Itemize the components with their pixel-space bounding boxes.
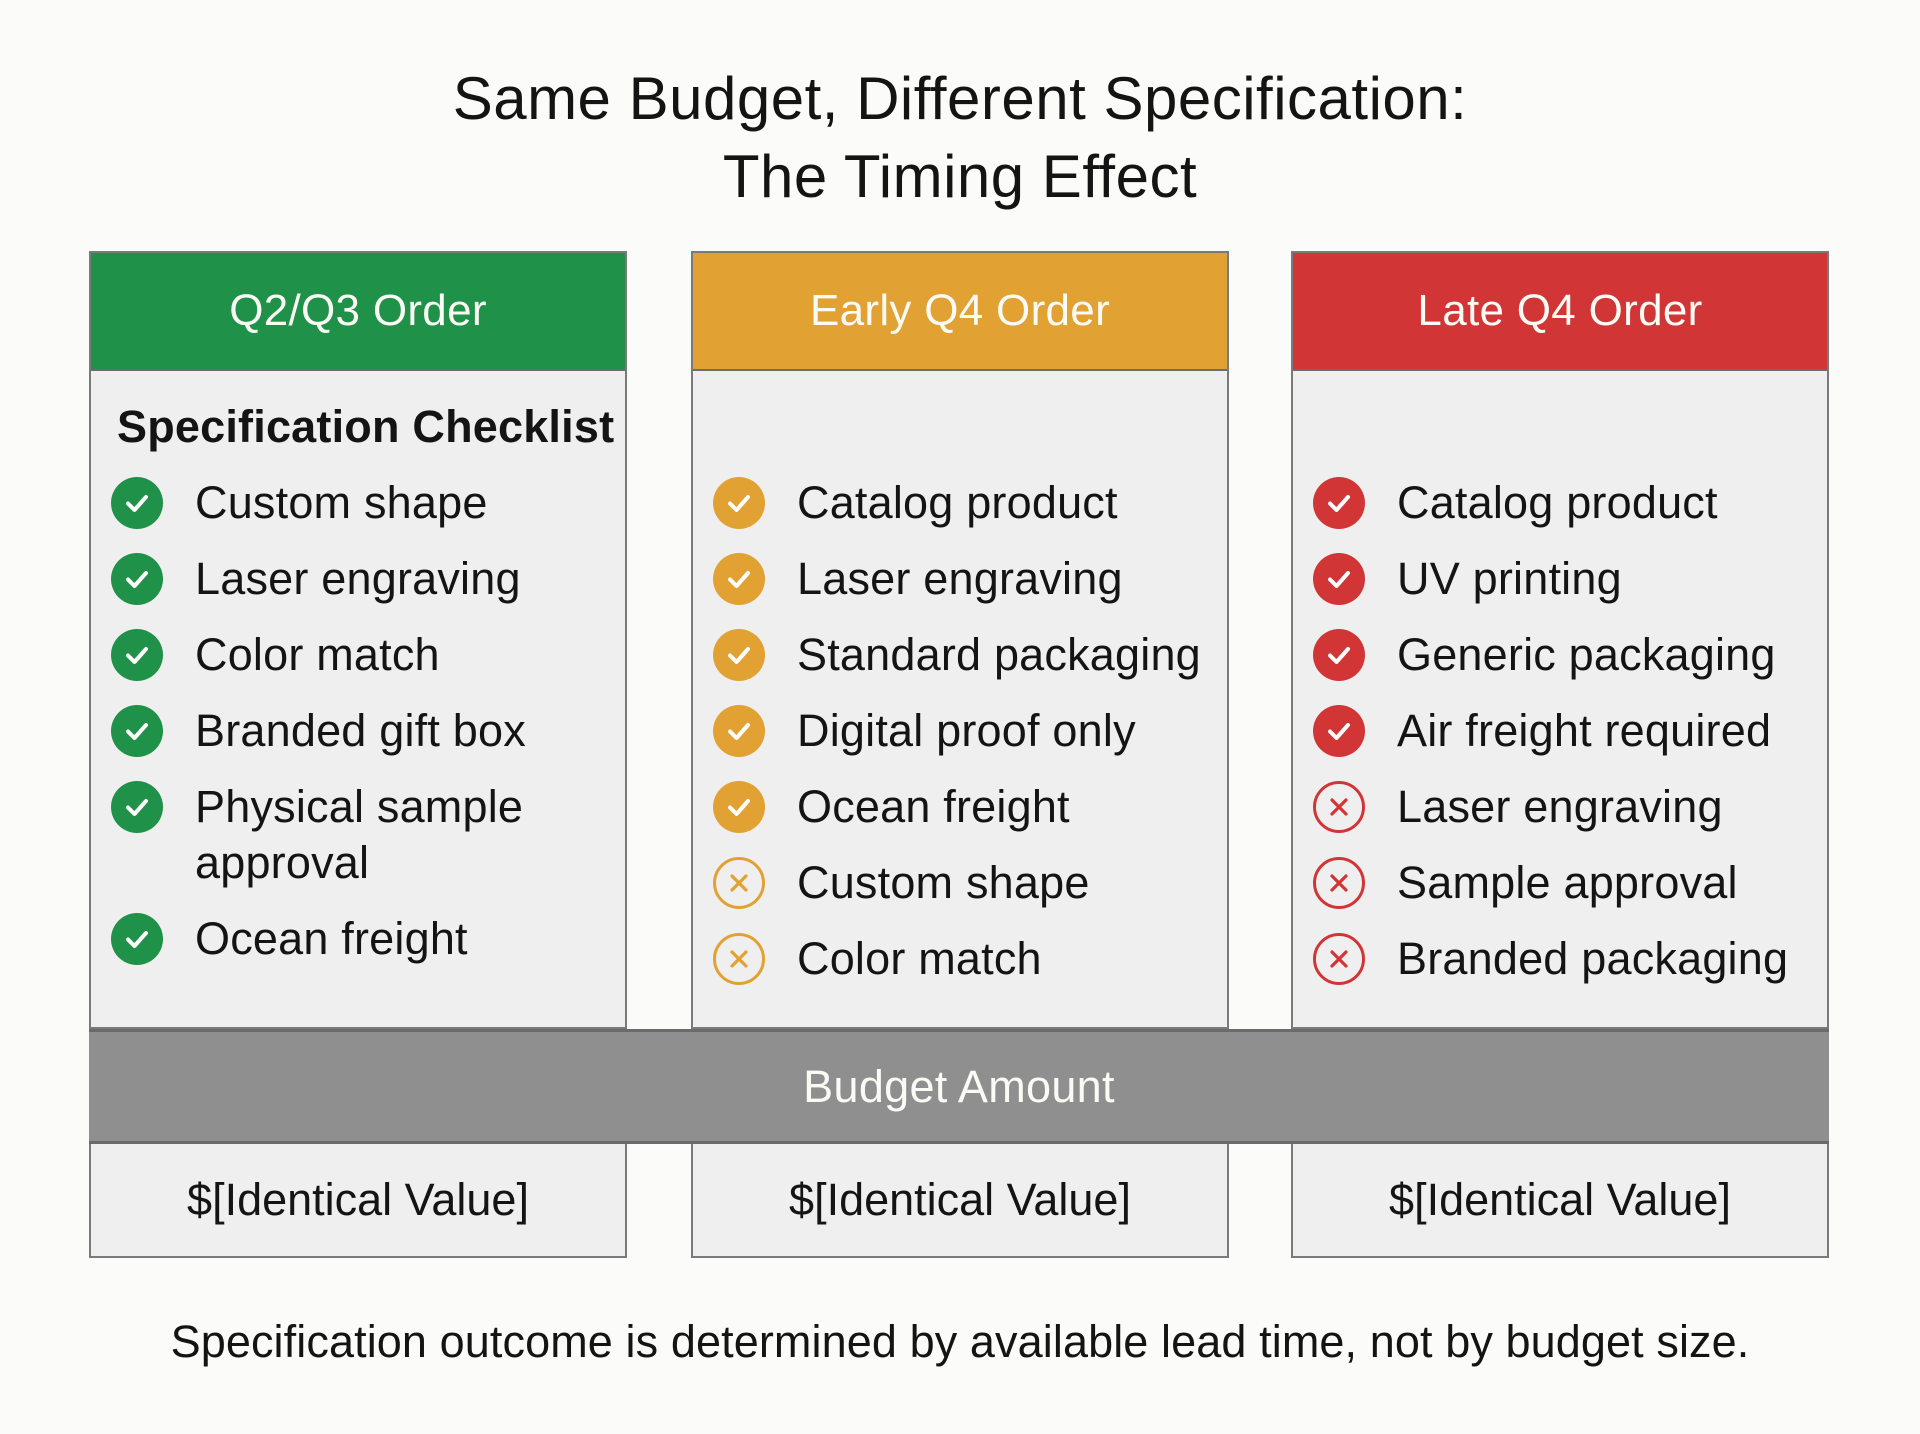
checklist-item: Color match [713,931,1217,987]
budget-amount-band: Budget Amount [89,1029,1829,1144]
checklist-item: Catalog product [1313,475,1817,531]
checklist-item: Laser engraving [111,551,615,607]
checklist-item: Physical sample approval [111,779,615,891]
checklist-item: Catalog product [713,475,1217,531]
checklist-item: Branded gift box [111,703,615,759]
checklist-item-label: Laser engraving [195,553,521,604]
checklist-item: Ocean freight [713,779,1217,835]
panel-header-early-q4: Early Q4 Order [693,253,1227,371]
check-circle-icon [713,705,765,757]
x-circle-icon [1313,857,1365,909]
panel-header-q2-q3: Q2/Q3 Order [91,253,625,371]
check-circle-icon [111,629,163,681]
check-circle-icon [713,629,765,681]
checklist-item-label: Color match [195,629,440,680]
checklist-item-label: Branded gift box [195,705,526,756]
checklist-item-label: Laser engraving [1397,781,1723,832]
check-circle-icon [111,477,163,529]
checklist-item-label: UV printing [1397,553,1622,604]
budget-value-q2-q3: $[Identical Value] [89,1144,627,1258]
checklist-item-label: Air freight required [1397,705,1772,756]
checklist-item-label: Catalog product [797,477,1118,528]
checklist-item-label: Catalog product [1397,477,1718,528]
checklist-item: Laser engraving [713,551,1217,607]
check-circle-icon [1313,553,1365,605]
check-circle-icon [1313,629,1365,681]
footer-caption: Specification outcome is determined by a… [170,1316,1750,1367]
budget-value-early-q4: $[Identical Value] [691,1144,1229,1258]
checklist-item-label: Standard packaging [797,629,1201,680]
x-circle-icon [713,933,765,985]
checklist-early-q4: Catalog product Laser engraving Standard p… [713,475,1217,1007]
checklist-item: Laser engraving [1313,779,1817,835]
checklist-item: Generic packaging [1313,627,1817,683]
checklist-item: UV printing [1313,551,1817,607]
checklist-late-q4: Catalog product UV printing Generic packag… [1313,475,1817,1007]
checklist-heading: Specification Checklist [117,401,615,452]
checklist-item-label: Custom shape [195,477,488,528]
checklist-item-label: Branded packaging [1397,933,1789,984]
check-circle-icon [713,553,765,605]
title-line-2: The Timing Effect [722,143,1198,210]
panel-q2-q3-order: Q2/Q3 Order Specification Checklist Cust… [89,251,627,1029]
budget-value-late-q4: $[Identical Value] [1291,1144,1829,1258]
checklist-item-label: Color match [797,933,1042,984]
checklist-item: Ocean freight [111,911,615,967]
check-circle-icon [111,781,163,833]
checklist-item: Air freight required [1313,703,1817,759]
check-circle-icon [111,553,163,605]
panel-header-late-q4: Late Q4 Order [1293,253,1827,371]
checklist-item: Standard packaging [713,627,1217,683]
checklist-item-label: Laser engraving [797,553,1123,604]
check-circle-icon [1313,477,1365,529]
checklist-item: Digital proof only [713,703,1217,759]
check-circle-icon [713,477,765,529]
checklist-item-label: Sample approval [1397,857,1738,908]
checklist-item-label: Ocean freight [195,913,468,964]
x-circle-icon [1313,781,1365,833]
x-circle-icon [1313,933,1365,985]
checklist-item: Sample approval [1313,855,1817,911]
diagram-title: Same Budget, Different Specification: Th… [0,60,1920,216]
check-circle-icon [111,705,163,757]
checklist-item: Color match [111,627,615,683]
checklist-q2-q3: Custom shape Laser engraving Color match Br… [111,475,615,987]
checklist-item: Custom shape [111,475,615,531]
checklist-item-label: Digital proof only [797,705,1136,756]
check-circle-icon [111,913,163,965]
panel-late-q4-order: Late Q4 Order Catalog product UV printing… [1291,251,1829,1029]
checklist-item-label: Generic packaging [1397,629,1776,680]
checklist-item-label: Custom shape [797,857,1090,908]
checklist-item-label: Physical sample approval [195,781,524,888]
x-circle-icon [713,857,765,909]
checklist-item: Custom shape [713,855,1217,911]
checklist-item-label: Ocean freight [797,781,1070,832]
check-circle-icon [1313,705,1365,757]
checklist-item: Branded packaging [1313,931,1817,987]
check-circle-icon [713,781,765,833]
panel-early-q4-order: Early Q4 Order Catalog product Laser engr… [691,251,1229,1029]
title-line-1: Same Budget, Different Specification: [452,65,1468,132]
